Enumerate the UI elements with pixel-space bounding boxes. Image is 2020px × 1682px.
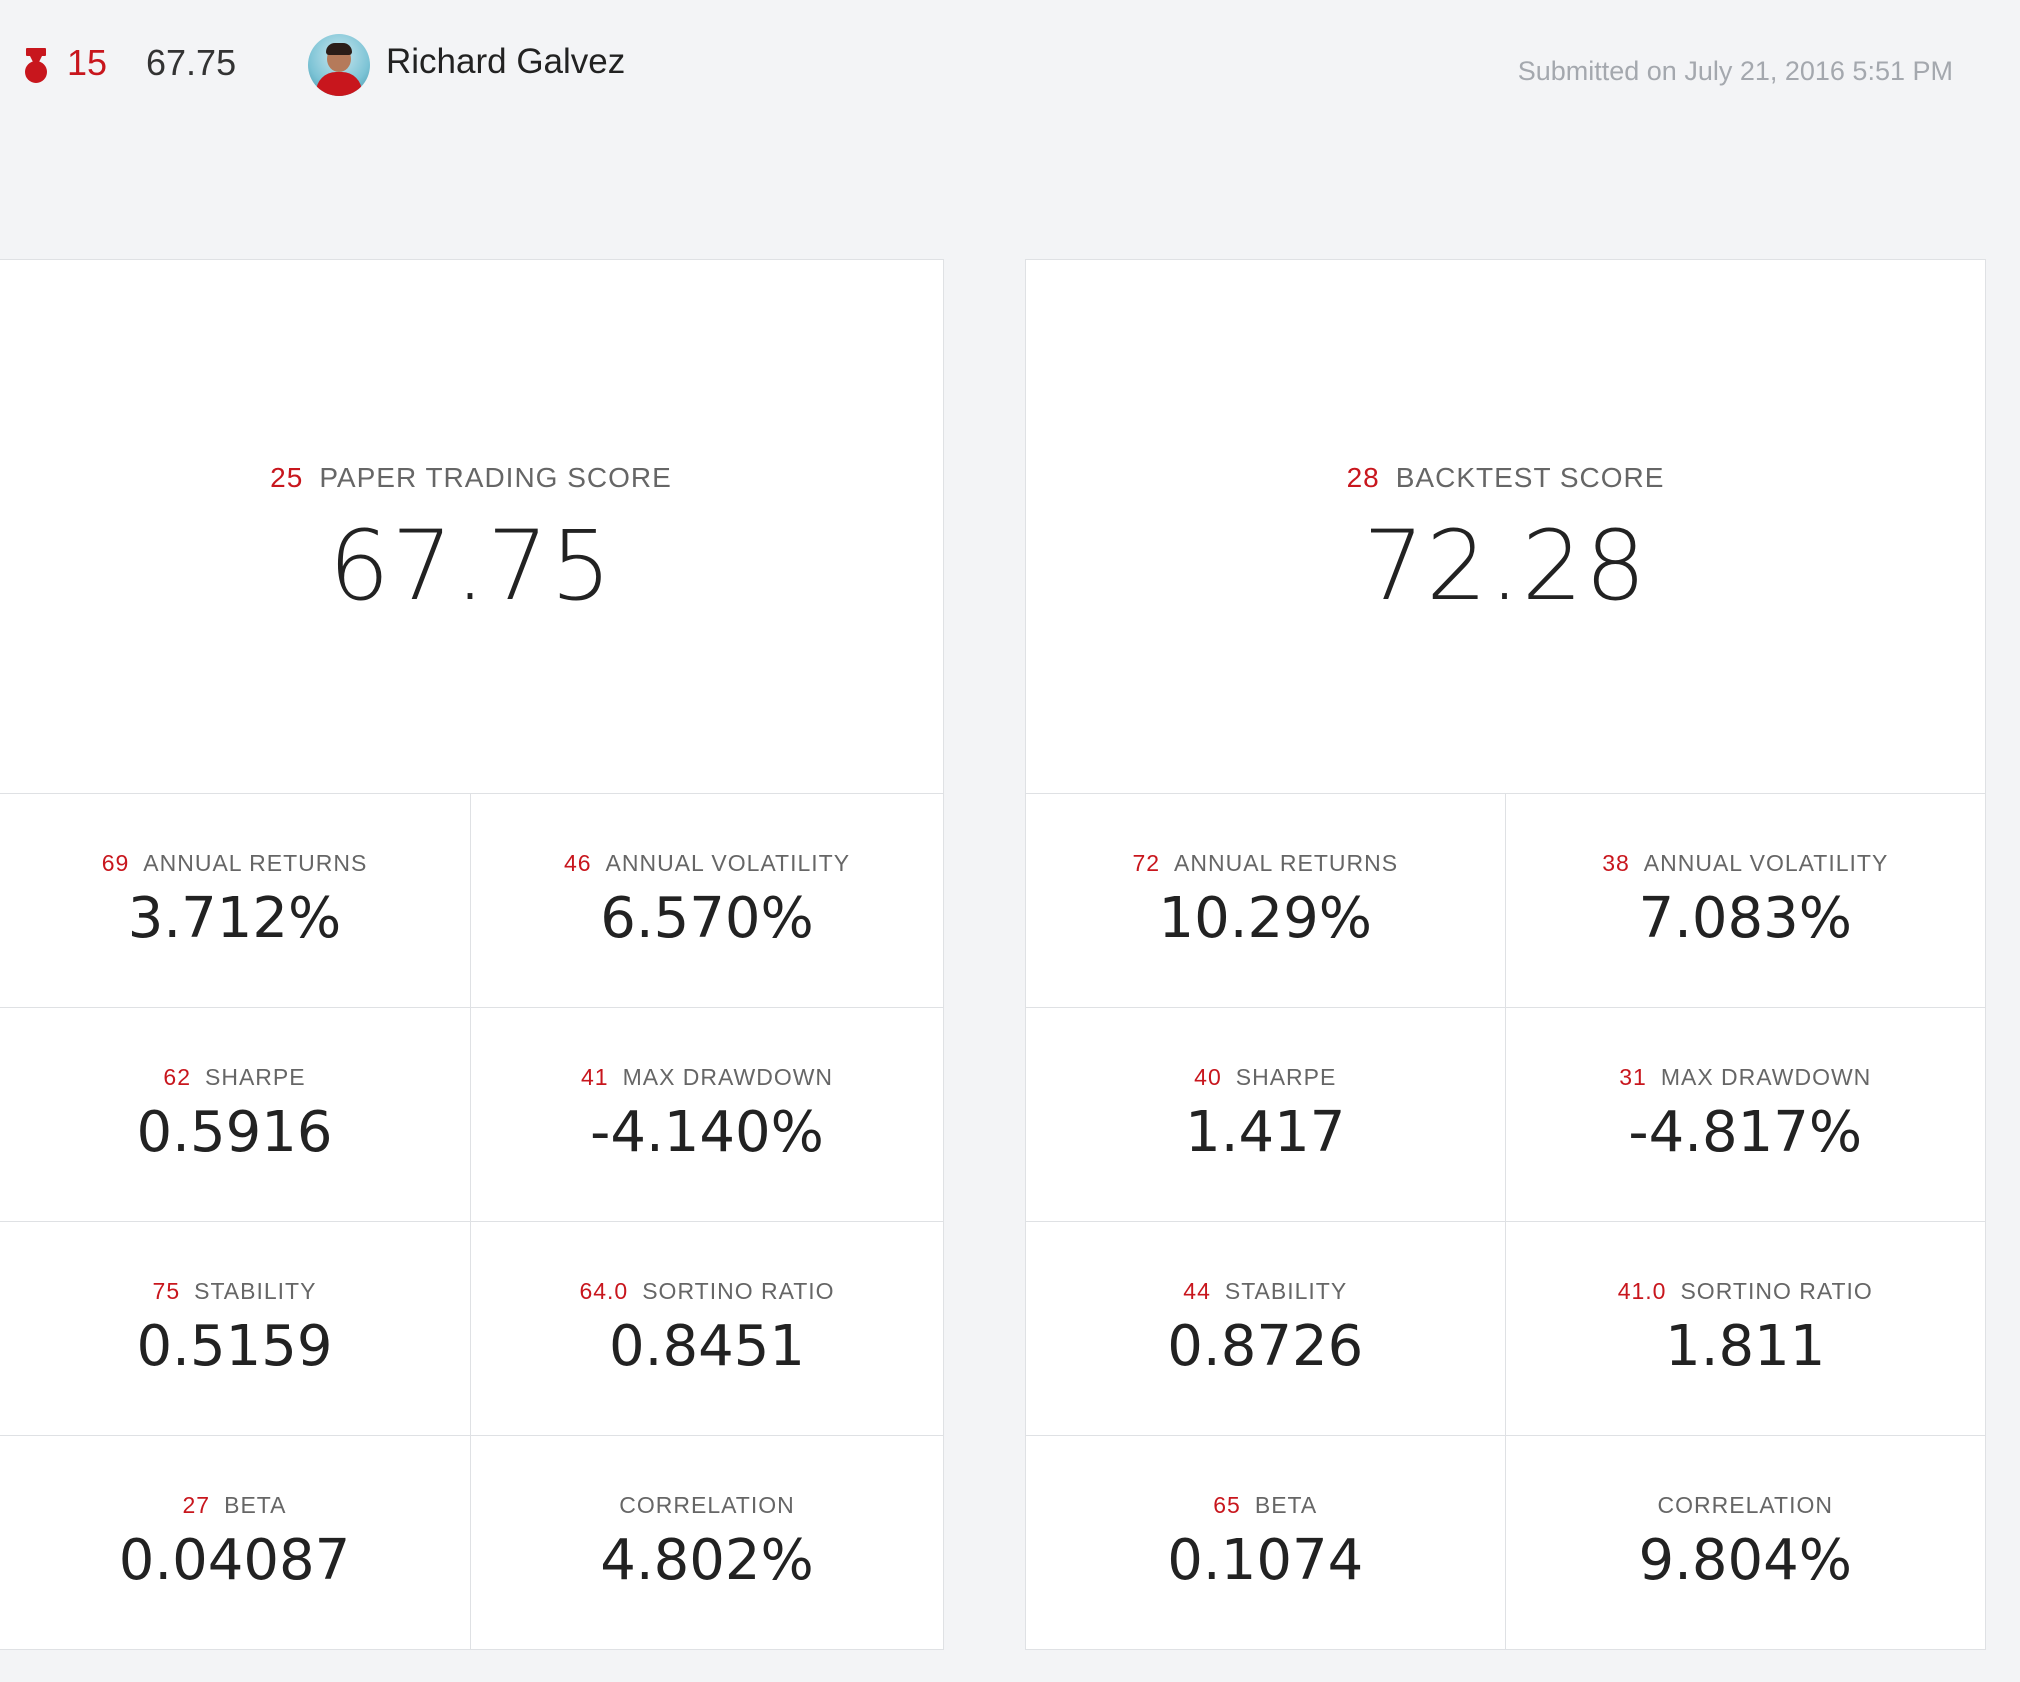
metric-value: 0.8726 xyxy=(1167,1314,1364,1379)
metric-rank: 64.0 xyxy=(579,1278,629,1304)
leaderboard-rank: 15 xyxy=(67,42,108,83)
backtest-metric-annual-volatility: 38 ANNUAL VOLATILITY 7.083% xyxy=(1505,794,1985,1008)
metric-value: 10.29% xyxy=(1158,886,1373,951)
paper-trading-score-card: 25 PAPER TRADING SCORE 67.75 xyxy=(0,260,943,794)
metric-rank: 31 xyxy=(1619,1064,1647,1090)
metric-label: MAX DRAWDOWN xyxy=(622,1064,834,1090)
metric-label: ANNUAL RETURNS xyxy=(1174,850,1399,876)
metric-rank: 40 xyxy=(1194,1064,1222,1090)
metric-value: 0.1074 xyxy=(1167,1528,1364,1593)
metric-value: 1.811 xyxy=(1665,1314,1826,1379)
metric-value: 6.570% xyxy=(600,886,814,951)
metric-rank: 27 xyxy=(182,1492,211,1518)
metric-rank: 41.0 xyxy=(1617,1278,1667,1304)
metric-value: 0.5916 xyxy=(136,1100,333,1165)
metric-rank: 38 xyxy=(1602,850,1630,876)
paper-metric-sharpe: 62 SHARPE 0.5916 xyxy=(0,1008,471,1222)
metric-label: SORTINO RATIO xyxy=(642,1278,835,1304)
paper-trading-label-text: PAPER TRADING SCORE xyxy=(319,462,672,493)
backtest-rank: 28 xyxy=(1346,462,1380,493)
metric-value: 9.804% xyxy=(1638,1528,1853,1593)
paper-metric-annual-returns: 69 ANNUAL RETURNS 3.712% xyxy=(0,794,471,1008)
backtest-score-label: 28 BACKTEST SCORE xyxy=(1026,462,1985,494)
paper-metric-sortino-ratio: 64.0 SORTINO RATIO 0.8451 xyxy=(471,1222,943,1436)
metric-label: SHARPE xyxy=(1235,1064,1337,1090)
submitted-timestamp: Submitted on July 21, 2016 5:51 PM xyxy=(1517,56,1953,86)
metric-rank: 46 xyxy=(563,850,592,876)
backtest-metric-sortino-ratio: 41.0 SORTINO RATIO 1.811 xyxy=(1505,1222,1985,1436)
backtest-score-value: 72.28 xyxy=(1363,510,1648,622)
backtest-label-text: BACKTEST SCORE xyxy=(1395,462,1665,493)
metric-label: SHARPE xyxy=(205,1064,306,1090)
paper-metric-correlation: CORRELATION 4.802% xyxy=(471,1436,943,1650)
metric-rank: 69 xyxy=(101,850,130,876)
metric-value: -4.817% xyxy=(1628,1100,1863,1165)
metric-label: BETA xyxy=(1254,1492,1318,1518)
metric-rank: 62 xyxy=(163,1064,191,1090)
backtest-metric-beta: 65 BETA 0.1074 xyxy=(1026,1436,1506,1650)
paper-trading-panel: 25 PAPER TRADING SCORE 67.75 69 ANNUAL RET… xyxy=(0,259,944,1650)
metric-value: 0.5159 xyxy=(136,1314,333,1379)
metric-rank: 44 xyxy=(1183,1278,1211,1304)
metric-rank: 41 xyxy=(580,1064,609,1090)
paper-trading-score-label: 25 PAPER TRADING SCORE xyxy=(0,462,943,494)
paper-metric-annual-volatility: 46 ANNUAL VOLATILITY 6.570% xyxy=(471,794,943,1008)
user-name-link[interactable]: Richard Galvez xyxy=(386,42,626,81)
backtest-panel: 28 BACKTEST SCORE 72.28 72 ANNUAL RETURNS … xyxy=(1025,259,1986,1650)
paper-trading-rank: 25 xyxy=(270,462,304,493)
metric-label: BETA xyxy=(224,1492,287,1518)
metric-label: STABILITY xyxy=(194,1278,317,1304)
paper-metric-max-drawdown: 41 MAX DRAWDOWN -4.140% xyxy=(471,1008,943,1222)
metric-rank: 75 xyxy=(152,1278,181,1304)
paper-metric-beta: 27 BETA 0.04087 xyxy=(0,1436,471,1650)
backtest-metric-sharpe: 40 SHARPE 1.417 xyxy=(1026,1008,1506,1222)
metric-label: ANNUAL VOLATILITY xyxy=(1643,850,1889,876)
rank-ribbon-icon xyxy=(25,48,47,83)
metric-label: MAX DRAWDOWN xyxy=(1660,1064,1872,1090)
metric-rank: 72 xyxy=(1132,850,1161,876)
metric-value: 1.417 xyxy=(1185,1100,1346,1165)
metric-value: 4.802% xyxy=(600,1528,814,1593)
backtest-metric-stability: 44 STABILITY 0.8726 xyxy=(1026,1222,1506,1436)
metric-value: 0.04087 xyxy=(118,1528,351,1593)
metric-label: ANNUAL RETURNS xyxy=(143,850,368,876)
overall-score: 67.75 xyxy=(146,42,237,83)
metric-value: -4.140% xyxy=(590,1100,824,1165)
backtest-metric-annual-returns: 72 ANNUAL RETURNS 10.29% xyxy=(1026,794,1506,1008)
paper-metrics-grid: 69 ANNUAL RETURNS 3.712% 46 ANNUAL VOLATIL… xyxy=(0,794,943,1650)
metric-rank: 65 xyxy=(1213,1492,1241,1518)
paper-trading-score-value: 67.75 xyxy=(328,510,614,622)
paper-metric-stability: 75 STABILITY 0.5159 xyxy=(0,1222,471,1436)
backtest-metric-max-drawdown: 31 MAX DRAWDOWN -4.817% xyxy=(1505,1008,1985,1222)
avatar[interactable] xyxy=(308,34,370,96)
metric-value: 7.083% xyxy=(1638,886,1853,951)
metric-label: ANNUAL VOLATILITY xyxy=(605,850,851,876)
backtest-metric-correlation: CORRELATION 9.804% xyxy=(1506,1436,1986,1650)
metric-label: CORRELATION xyxy=(1657,1492,1833,1518)
metric-label: SORTINO RATIO xyxy=(1680,1278,1873,1304)
backtest-metrics-grid: 72 ANNUAL RETURNS 10.29% 38 ANNUAL VOLATIL… xyxy=(1026,794,1985,1650)
metric-value: 3.712% xyxy=(127,886,342,951)
header: 15 67.75 Richard Galvez Submitted on Jul… xyxy=(0,0,2020,130)
metric-value: 0.8451 xyxy=(609,1314,805,1379)
metric-label: STABILITY xyxy=(1224,1278,1348,1304)
metric-label: CORRELATION xyxy=(619,1492,795,1518)
backtest-score-card: 28 BACKTEST SCORE 72.28 xyxy=(1026,260,1985,794)
